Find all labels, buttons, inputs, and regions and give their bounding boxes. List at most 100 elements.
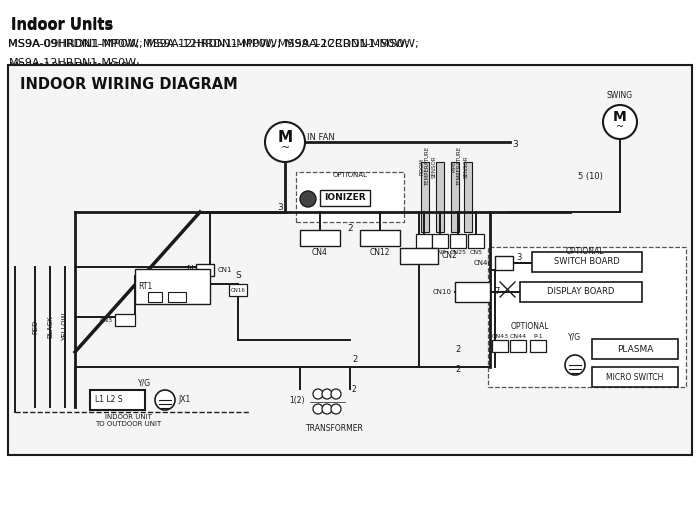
Text: 4: 4: [175, 294, 179, 300]
Text: SWING: SWING: [607, 91, 633, 100]
Circle shape: [155, 390, 175, 410]
Bar: [520, 282, 642, 302]
Text: CN1: CN1: [218, 267, 232, 273]
Text: M: M: [277, 129, 293, 145]
Bar: [320, 190, 370, 206]
Bar: [416, 234, 432, 248]
Circle shape: [565, 355, 585, 375]
Circle shape: [313, 404, 323, 414]
Bar: [148, 292, 162, 302]
Text: Indoor Units: Indoor Units: [11, 17, 113, 32]
Bar: [592, 339, 678, 359]
Text: 2: 2: [352, 355, 357, 364]
Bar: [300, 230, 340, 246]
Circle shape: [313, 389, 323, 399]
Text: JX1: JX1: [178, 396, 190, 405]
Text: ~: ~: [616, 122, 624, 132]
Text: INDOOR UNIT: INDOOR UNIT: [104, 414, 151, 420]
Bar: [530, 340, 546, 352]
Text: Y/G: Y/G: [568, 333, 582, 342]
Text: CN40: CN40: [473, 260, 492, 266]
Text: 2: 2: [351, 385, 356, 394]
Bar: [135, 269, 210, 304]
Bar: [592, 367, 678, 387]
Text: CN4: CN4: [312, 248, 328, 257]
Text: TO OUTDOOR UNIT: TO OUTDOOR UNIT: [95, 421, 161, 427]
Text: MICRO SWITCH: MICRO SWITCH: [606, 373, 664, 382]
Text: CN5: CN5: [470, 250, 482, 255]
Text: 2: 2: [347, 224, 353, 233]
Text: CN3: CN3: [100, 317, 113, 323]
Text: SWITCH BOARD: SWITCH BOARD: [554, 257, 620, 267]
Bar: [464, 162, 472, 232]
Bar: [450, 234, 466, 248]
Text: RT1: RT1: [138, 282, 153, 291]
Circle shape: [300, 191, 316, 207]
Text: CN43: CN43: [491, 334, 509, 339]
Bar: [492, 340, 508, 352]
Text: IN FAN: IN FAN: [307, 133, 335, 141]
Text: IONIZER: IONIZER: [324, 194, 366, 203]
Bar: [432, 234, 448, 248]
Text: MS9A-12HRDN1-MS0W: MS9A-12HRDN1-MS0W: [8, 58, 136, 68]
Text: CN25: CN25: [449, 250, 466, 255]
Text: 3: 3: [277, 203, 283, 211]
Text: MS9A-09HRDN1-MP0W; MS9A-12HRDN1-MP0W; MS9A-12CRDN1-MS0W;: MS9A-09HRDN1-MP0W; MS9A-12HRDN1-MP0W; MS…: [8, 39, 409, 49]
Text: Indoor Units: Indoor Units: [11, 18, 113, 33]
Text: OPTIONAL: OPTIONAL: [566, 247, 604, 256]
Text: CN8: CN8: [417, 250, 430, 255]
Text: OPTIONAL: OPTIONAL: [511, 322, 550, 331]
Text: L1 L2 S: L1 L2 S: [95, 396, 122, 405]
Text: 5 (10): 5 (10): [578, 172, 603, 182]
Text: 1(2): 1(2): [290, 396, 305, 405]
Text: YELLOW: YELLOW: [62, 313, 68, 341]
Bar: [421, 162, 429, 232]
Bar: [296, 172, 404, 222]
Bar: [90, 390, 145, 410]
Text: DISPLAY BOARD: DISPLAY BOARD: [547, 288, 615, 296]
Bar: [436, 162, 444, 232]
Text: ~: ~: [281, 143, 290, 153]
Bar: [455, 282, 490, 302]
Circle shape: [322, 389, 332, 399]
Bar: [196, 264, 214, 276]
Text: CN2: CN2: [442, 252, 458, 260]
Text: PIPE
TEMPERATURE
SENSOR: PIPE TEMPERATURE SENSOR: [452, 147, 468, 186]
Text: CN10: CN10: [433, 289, 452, 295]
Text: ROOM
TEMPERATURE
SENSOR: ROOM TEMPERATURE SENSOR: [420, 147, 436, 186]
Bar: [451, 162, 459, 232]
Text: BLACK: BLACK: [47, 316, 53, 338]
Text: CN12: CN12: [370, 248, 391, 257]
Bar: [510, 340, 526, 352]
Bar: [168, 292, 186, 302]
Circle shape: [331, 404, 341, 414]
Bar: [468, 234, 484, 248]
Bar: [115, 314, 135, 326]
Text: 7: 7: [494, 288, 499, 296]
Circle shape: [603, 105, 637, 139]
Bar: [8, 65, 692, 455]
Text: TRANSFORMER: TRANSFORMER: [306, 424, 364, 433]
Text: INDOOR WIRING DIAGRAM: INDOOR WIRING DIAGRAM: [20, 77, 238, 92]
Text: N: N: [186, 266, 193, 275]
Text: 2: 2: [455, 365, 461, 374]
Circle shape: [322, 404, 332, 414]
Bar: [495, 256, 513, 270]
Text: CN9: CN9: [433, 250, 447, 255]
Text: S: S: [235, 271, 241, 280]
Text: PLASMA: PLASMA: [617, 345, 653, 353]
Text: OPTIONAL: OPTIONAL: [332, 172, 368, 178]
Bar: [488, 247, 686, 387]
Text: MS9A-09HRDN1-MP0W; MS9A-12HRDN1-MP0W; MS9A-12CRDN1-MS0W;: MS9A-09HRDN1-MP0W; MS9A-12HRDN1-MP0W; MS…: [8, 39, 419, 49]
Text: CN16: CN16: [230, 288, 246, 292]
Text: 2: 2: [455, 345, 461, 354]
Circle shape: [265, 122, 305, 162]
Text: CN44: CN44: [510, 334, 526, 339]
Text: 3: 3: [148, 294, 153, 300]
Text: MS9A-12HRDN1-MS0W: MS9A-12HRDN1-MS0W: [8, 62, 139, 72]
Text: P-1: P-1: [533, 334, 542, 339]
Text: M: M: [613, 110, 627, 124]
Bar: [229, 284, 247, 296]
Text: 3: 3: [516, 253, 522, 262]
Text: RED: RED: [32, 320, 38, 334]
